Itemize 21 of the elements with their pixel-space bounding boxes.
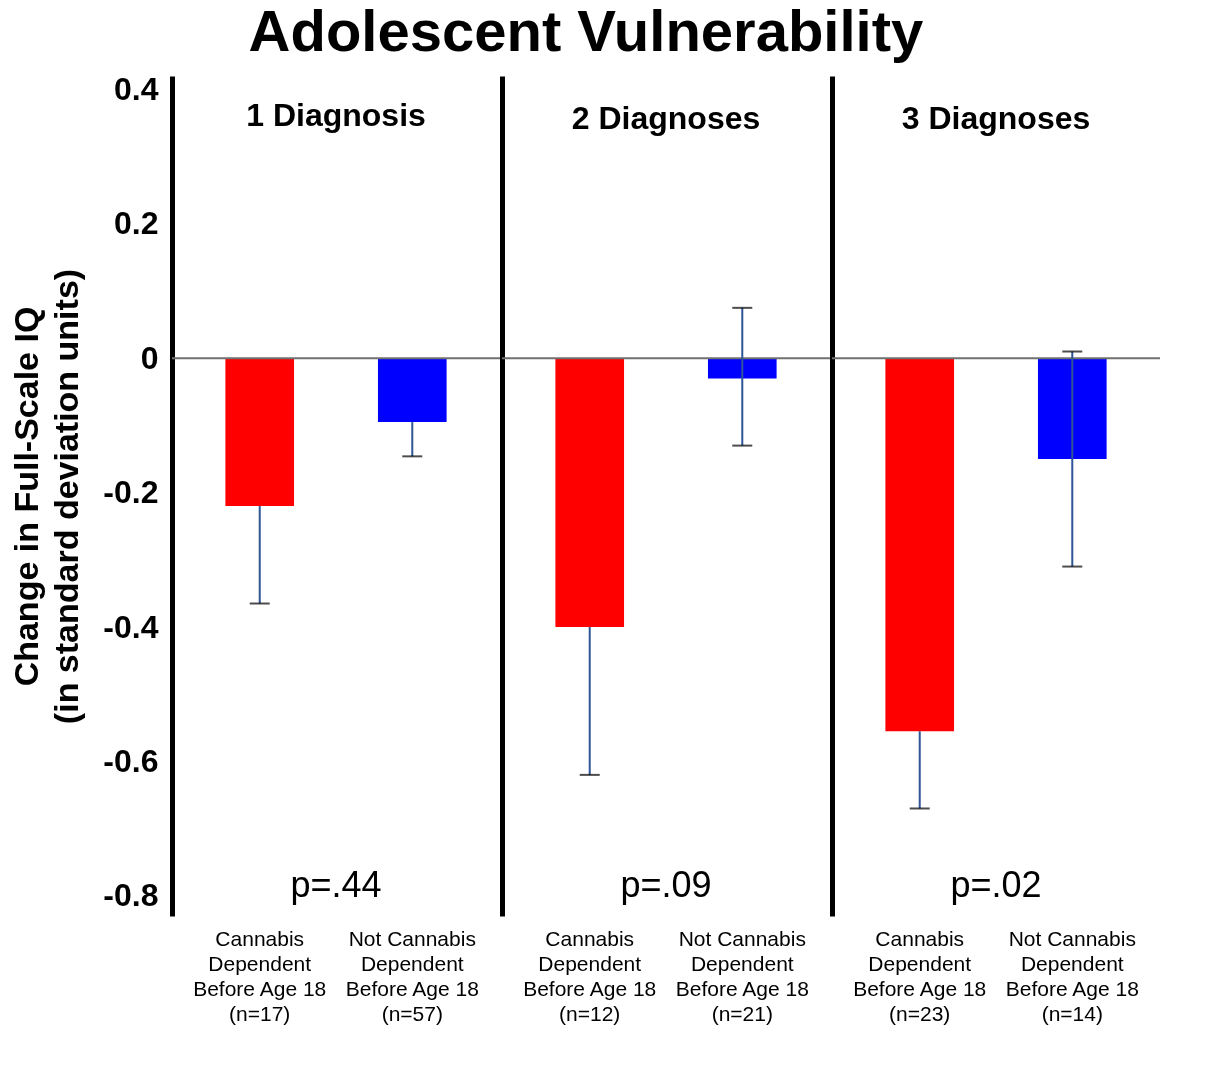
y-axis-title: Change in Full-Scale IQ (in standard deviation units) bbox=[7, 268, 86, 725]
text: 3 Diagnoses bbox=[901, 100, 1091, 136]
y-tick-label: 0.4 bbox=[114, 70, 159, 107]
x-tick-label: Not Cannabis Dependent Before Age 18 (n=57) bbox=[345, 926, 479, 1025]
annotation: p=.44 bbox=[290, 864, 382, 905]
x-tick-label: Not Cannabis Dependent Before Age 18 (n=21) bbox=[675, 926, 809, 1025]
y-tick-label: 0 bbox=[140, 339, 159, 376]
annotation: p=.02 bbox=[950, 864, 1042, 905]
y-tick-label: 0.2 bbox=[114, 205, 159, 242]
x-tick-label: Cannabis Dependent Before Age 18 (n=12) bbox=[523, 926, 657, 1025]
x-tick-label: Cannabis Dependent Before Age 18 (n=17) bbox=[193, 926, 327, 1025]
x-tick-label: Cannabis Dependent Before Age 18 (n=23) bbox=[853, 926, 987, 1025]
text: 2 Diagnoses bbox=[571, 100, 761, 136]
text: 1 Diagnosis bbox=[246, 97, 426, 134]
y-tick-label: -0.2 bbox=[103, 474, 159, 511]
annotation: p=.09 bbox=[620, 864, 712, 905]
x-tick-label: Not Cannabis Dependent Before Age 18 (n=14) bbox=[1005, 926, 1139, 1025]
y-tick-label: -0.4 bbox=[103, 608, 159, 645]
y-tick-label: -0.8 bbox=[103, 877, 159, 914]
text: Adolescent Vulnerability bbox=[248, 0, 924, 64]
y-tick-label: -0.6 bbox=[103, 742, 159, 779]
